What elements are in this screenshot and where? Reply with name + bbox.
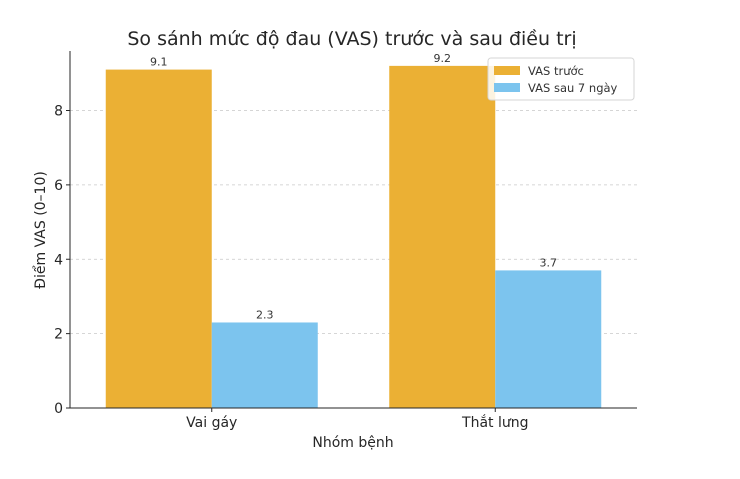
legend: VAS trước VAS sau 7 ngày [487,57,635,101]
x-axis-label: Nhóm bệnh [312,435,393,451]
y-gridlines [70,110,637,335]
y-tick-label: 6 [54,178,63,194]
y-tick-label: 4 [54,252,63,268]
y-tick-label: 8 [54,104,63,120]
data-label: 2.3 [256,308,274,321]
bar [495,270,602,408]
x-tick-label: Vai gáy [186,415,237,431]
y-ticks: 0 2 4 6 8 [54,104,70,417]
bars [105,65,602,408]
data-label: 3.7 [540,256,558,269]
x-tick-label: Thắt lưng [461,414,528,431]
y-tick-label: 0 [54,401,63,417]
data-labels: 9.1 2.3 9.2 3.7 [150,52,557,322]
data-label: 9.1 [150,56,168,69]
bar [105,69,212,408]
x-ticks: Vai gáy Thắt lưng [186,408,528,431]
y-tick-label: 2 [54,327,63,343]
bar [389,65,496,408]
chart-title: So sánh mức độ đau (VAS) trước và sau đi… [127,28,576,50]
legend-swatch [494,66,520,75]
legend-frame [487,57,635,101]
legend-entry: VAS sau 7 ngày [528,81,618,95]
data-label: 9.2 [434,52,452,65]
legend-swatch [494,83,520,92]
y-axis-label: Điểm VAS (0–10) [32,171,49,289]
bar [211,322,318,408]
legend-entry: VAS trước [528,64,584,78]
